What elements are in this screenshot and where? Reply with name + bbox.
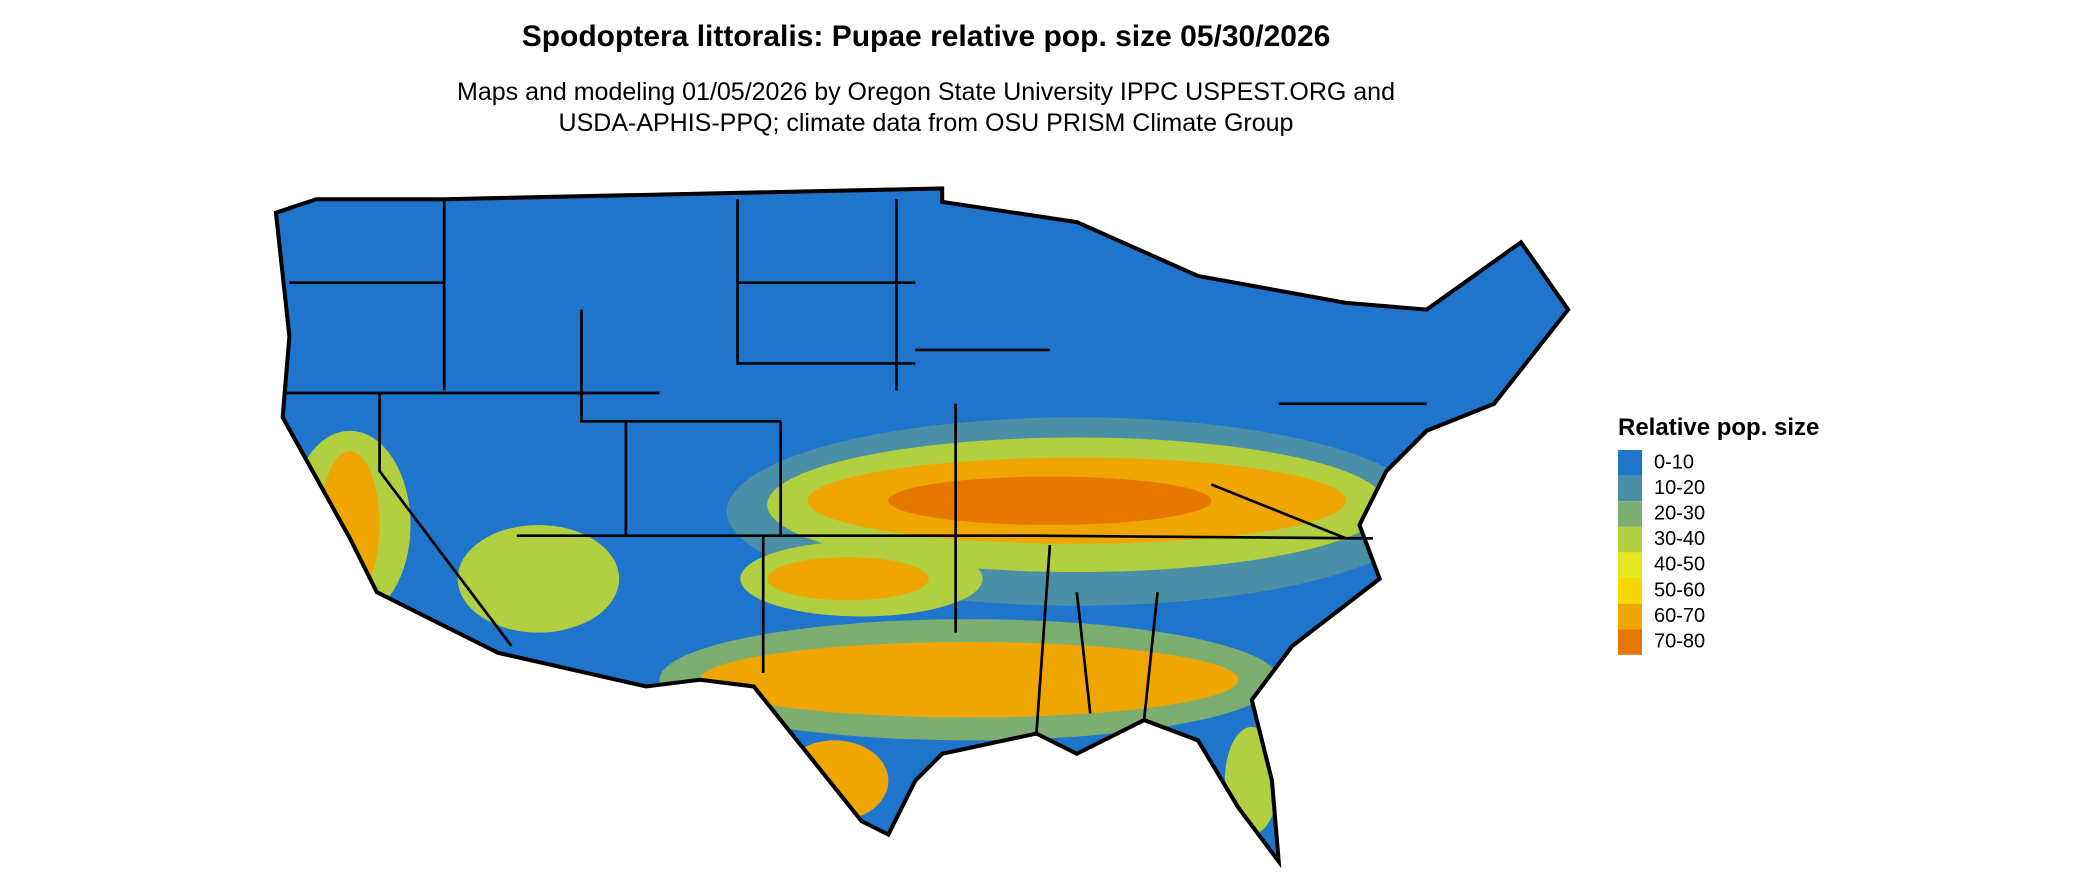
legend-label: 10-20 (1654, 477, 1705, 499)
us-map (273, 186, 1571, 869)
legend-swatch (1618, 552, 1642, 578)
legend-label: 0-10 (1654, 451, 1694, 473)
map-title: Spodoptera littoralis: Pupae relative po… (522, 20, 1331, 53)
legend-title: Relative pop. size (1618, 414, 1819, 441)
legend-swatch (1618, 629, 1642, 655)
legend-swatch (1618, 578, 1642, 604)
legend-swatch (1618, 501, 1642, 527)
legend-swatch (1618, 603, 1642, 630)
legend-swatch (1618, 475, 1642, 502)
legend-label: 20-30 (1654, 502, 1705, 524)
legend-label: 30-40 (1654, 528, 1705, 550)
legend-label: 40-50 (1654, 554, 1705, 576)
legend: 0-10 10-20 20-30 30-40 40-50 50-60 60-70 70-80 (1618, 450, 1705, 655)
legend-label: 50-60 (1654, 579, 1705, 601)
map-subtitle: USDA-APHIS-PPQ; climate data from OSU PR… (559, 109, 1294, 137)
map-subtitle: Maps and modeling 01/05/2026 by Oregon S… (457, 78, 1395, 106)
legend-swatch (1618, 450, 1642, 476)
legend-label: 70-80 (1654, 630, 1705, 652)
legend-swatch (1618, 526, 1642, 553)
legend-label: 60-70 (1654, 605, 1705, 627)
